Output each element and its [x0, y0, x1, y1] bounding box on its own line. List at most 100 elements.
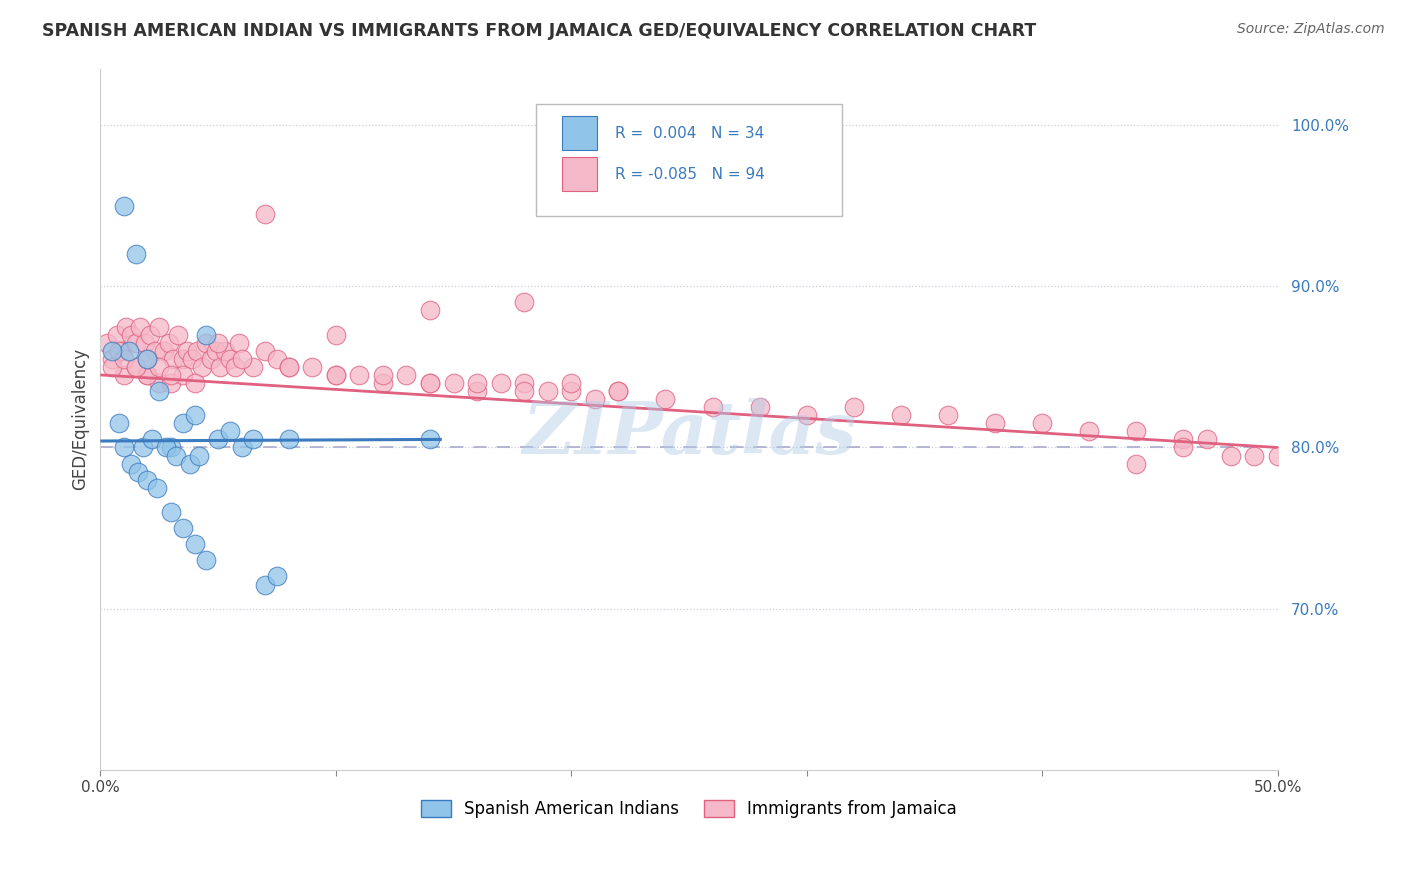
- Point: [266, 569, 288, 583]
- Point: [112, 441, 135, 455]
- Y-axis label: GED/Equivalency: GED/Equivalency: [72, 348, 89, 491]
- Point: [231, 351, 253, 366]
- Point: [748, 400, 770, 414]
- Point: [183, 409, 205, 423]
- Point: [607, 384, 630, 398]
- Point: [325, 368, 347, 382]
- Point: [136, 351, 159, 366]
- Point: [419, 303, 441, 318]
- Point: [395, 368, 418, 382]
- Point: [136, 473, 159, 487]
- Point: [136, 351, 159, 366]
- Point: [172, 351, 194, 366]
- Point: [419, 376, 441, 390]
- Point: [1267, 449, 1289, 463]
- Point: [143, 343, 166, 358]
- Point: [207, 335, 229, 350]
- Point: [124, 359, 146, 374]
- Point: [105, 327, 128, 342]
- Point: [1078, 425, 1101, 439]
- Point: [195, 327, 218, 342]
- Point: [371, 376, 394, 390]
- Point: [120, 327, 142, 342]
- Point: [165, 449, 187, 463]
- Point: [160, 376, 183, 390]
- Point: [132, 441, 155, 455]
- Point: [218, 425, 240, 439]
- Point: [890, 409, 912, 423]
- Point: [139, 327, 162, 342]
- Point: [160, 505, 183, 519]
- Point: [796, 409, 818, 423]
- Point: [195, 335, 218, 350]
- Point: [371, 368, 394, 382]
- Point: [419, 376, 441, 390]
- Point: [124, 359, 146, 374]
- Point: [200, 351, 222, 366]
- Point: [136, 368, 159, 382]
- Point: [172, 368, 194, 382]
- Legend: Spanish American Indians, Immigrants from Jamaica: Spanish American Indians, Immigrants fro…: [415, 793, 965, 825]
- Point: [242, 359, 264, 374]
- Point: [207, 433, 229, 447]
- Point: [228, 335, 250, 350]
- Point: [560, 384, 582, 398]
- Point: [101, 343, 124, 358]
- Point: [101, 351, 124, 366]
- Point: [465, 384, 488, 398]
- Point: [607, 384, 630, 398]
- Point: [155, 441, 177, 455]
- FancyBboxPatch shape: [536, 103, 842, 216]
- Text: R = -0.085   N = 94: R = -0.085 N = 94: [614, 167, 765, 182]
- Point: [349, 368, 371, 382]
- FancyBboxPatch shape: [562, 116, 598, 150]
- Point: [301, 359, 323, 374]
- Point: [209, 359, 232, 374]
- Text: R =  0.004   N = 34: R = 0.004 N = 34: [614, 126, 763, 141]
- Point: [188, 449, 211, 463]
- Point: [325, 327, 347, 342]
- Point: [254, 343, 277, 358]
- Point: [108, 343, 131, 358]
- Point: [560, 376, 582, 390]
- Point: [702, 400, 724, 414]
- Point: [124, 335, 146, 350]
- Point: [96, 335, 118, 350]
- Point: [148, 376, 170, 390]
- Point: [419, 433, 441, 447]
- Point: [277, 359, 299, 374]
- Point: [1125, 425, 1147, 439]
- Point: [242, 433, 264, 447]
- Point: [218, 351, 240, 366]
- Point: [148, 359, 170, 374]
- Point: [112, 351, 135, 366]
- Point: [157, 335, 180, 350]
- Point: [186, 343, 208, 358]
- Point: [936, 409, 959, 423]
- Point: [167, 327, 190, 342]
- Point: [254, 207, 277, 221]
- Point: [1219, 449, 1241, 463]
- Point: [110, 343, 132, 358]
- Point: [537, 384, 560, 398]
- Text: Source: ZipAtlas.com: Source: ZipAtlas.com: [1237, 22, 1385, 37]
- Point: [148, 384, 170, 398]
- Point: [1031, 417, 1053, 431]
- Point: [115, 319, 138, 334]
- Point: [443, 376, 465, 390]
- Point: [254, 577, 277, 591]
- Point: [148, 319, 170, 334]
- Point: [277, 359, 299, 374]
- Point: [1173, 433, 1195, 447]
- Point: [117, 343, 139, 358]
- Point: [108, 417, 131, 431]
- Point: [489, 376, 512, 390]
- Point: [654, 392, 676, 406]
- Point: [162, 351, 184, 366]
- Point: [277, 433, 299, 447]
- Point: [190, 359, 212, 374]
- Point: [1125, 457, 1147, 471]
- Text: SPANISH AMERICAN INDIAN VS IMMIGRANTS FROM JAMAICA GED/EQUIVALENCY CORRELATION C: SPANISH AMERICAN INDIAN VS IMMIGRANTS FR…: [42, 22, 1036, 40]
- Point: [181, 351, 204, 366]
- Point: [1243, 449, 1265, 463]
